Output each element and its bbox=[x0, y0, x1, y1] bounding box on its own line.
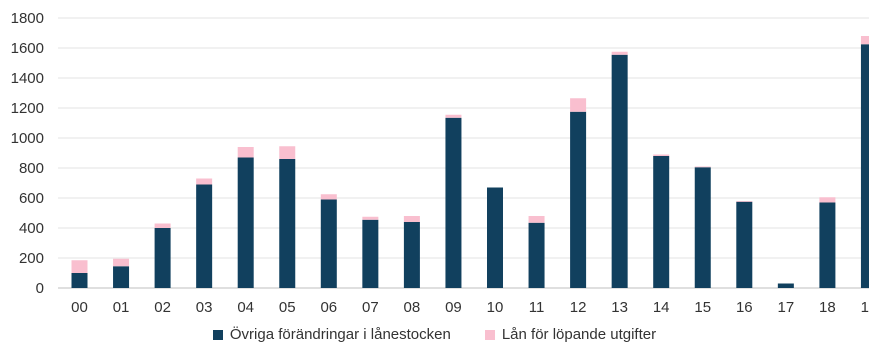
bar-segment-series-1-18 bbox=[819, 202, 836, 288]
y-tick-label: 1400 bbox=[11, 70, 44, 87]
bar-segment-series-2-12 bbox=[570, 98, 587, 112]
x-tick-label: 04 bbox=[237, 299, 254, 316]
x-tick-label: 05 bbox=[279, 299, 296, 316]
y-tick-label: 600 bbox=[19, 190, 44, 207]
bar-segment-series-2-03 bbox=[196, 178, 213, 185]
bar-segment-series-2-01 bbox=[113, 258, 130, 267]
bar-segment-series-1-17 bbox=[777, 283, 794, 288]
bar-segment-series-2-09 bbox=[445, 114, 462, 118]
legend-swatch-series-1 bbox=[212, 329, 223, 340]
bar-segment-series-1-09 bbox=[445, 117, 462, 288]
y-tick-label: 200 bbox=[19, 250, 44, 267]
bar-segment-series-2-11 bbox=[528, 216, 545, 223]
x-tick-label: 14 bbox=[653, 299, 670, 316]
bar-segment-series-2-18 bbox=[819, 197, 836, 203]
bars bbox=[71, 36, 869, 288]
y-axis: 0 200 400 600 800 1000 1200 1400 1600 1800 bbox=[11, 10, 44, 297]
y-tick-label: 1600 bbox=[11, 40, 44, 57]
bar-segment-series-1-13 bbox=[611, 54, 628, 288]
bar-segment-series-2-07 bbox=[362, 216, 379, 220]
bar-segment-series-1-15 bbox=[694, 167, 711, 288]
bar-segment-series-2-05 bbox=[279, 146, 296, 159]
y-tick-label: 1800 bbox=[11, 10, 44, 27]
y-tick-label: 0 bbox=[36, 280, 44, 297]
legend-swatch-series-2 bbox=[484, 329, 495, 340]
y-tick-label: 1000 bbox=[11, 130, 44, 147]
legend-label-series-1: Övriga förändringar i lånestocken bbox=[229, 326, 451, 343]
bar-segment-series-1-07 bbox=[362, 219, 379, 288]
bar-segment-series-2-06 bbox=[320, 194, 337, 200]
bar-segment-series-2-00 bbox=[71, 260, 88, 273]
legend-item-series-2: Lån för löpande utgifter bbox=[484, 326, 657, 343]
bar-segment-series-1-03 bbox=[196, 184, 213, 288]
x-tick-label: 11 bbox=[529, 299, 545, 316]
bar-segment-series-2-04 bbox=[237, 147, 254, 158]
x-tick-label: 10 bbox=[487, 299, 504, 316]
bar-segment-series-2-13 bbox=[611, 51, 628, 55]
x-tick-label: 17 bbox=[778, 299, 795, 316]
bar-segment-series-2-14 bbox=[653, 154, 670, 156]
bar-segment-series-1-11 bbox=[528, 222, 545, 288]
legend-item-series-1: Övriga förändringar i lånestocken bbox=[212, 326, 451, 343]
bar-segment-series-1-04 bbox=[237, 157, 254, 288]
bar-segment-series-1-16 bbox=[736, 201, 753, 288]
x-tick-label: 03 bbox=[196, 299, 213, 316]
x-tick-label: 09 bbox=[445, 299, 462, 316]
x-tick-label: 06 bbox=[320, 299, 337, 316]
legend-label-series-2: Lån för löpande utgifter bbox=[501, 326, 657, 343]
x-tick-label: 12 bbox=[570, 299, 587, 316]
y-tick-label: 400 bbox=[19, 220, 44, 237]
x-tick-label: 16 bbox=[736, 299, 753, 316]
x-axis: 00 01 02 03 04 05 06 07 08 09 10 11 12 13 14 15 16 17 18 19 bbox=[71, 299, 869, 316]
y-tick-label: 1200 bbox=[11, 100, 44, 117]
x-tick-label: 01 bbox=[113, 299, 130, 316]
x-tick-label: 19 bbox=[861, 299, 869, 316]
bar-segment-series-2-08 bbox=[403, 216, 420, 222]
x-tick-label: 08 bbox=[404, 299, 421, 316]
gridlines bbox=[58, 17, 869, 289]
bar-segment-series-1-19 bbox=[860, 44, 869, 288]
x-tick-label: 13 bbox=[611, 299, 628, 316]
bar-segment-series-1-08 bbox=[403, 222, 420, 288]
bar-segment-series-2-16 bbox=[736, 201, 753, 202]
bar-segment-series-1-14 bbox=[653, 156, 670, 288]
bar-segment-series-1-00 bbox=[71, 273, 88, 288]
x-tick-label: 15 bbox=[694, 299, 711, 316]
bar-segment-series-1-01 bbox=[113, 266, 130, 288]
bar-segment-series-1-10 bbox=[487, 187, 503, 288]
bar-segment-series-1-06 bbox=[320, 199, 337, 288]
legend: Övriga förändringar i lånestocken Lån fö… bbox=[0, 326, 869, 343]
x-tick-label: 00 bbox=[71, 299, 88, 316]
bar-segment-series-2-02 bbox=[154, 223, 171, 228]
bar-segment-series-1-02 bbox=[154, 228, 171, 288]
x-tick-label: 02 bbox=[154, 299, 171, 316]
x-tick-label: 18 bbox=[819, 299, 836, 316]
bar-segment-series-2-19 bbox=[860, 36, 869, 45]
bar-segment-series-1-05 bbox=[279, 159, 296, 288]
y-tick-label: 800 bbox=[19, 160, 44, 177]
bar-segment-series-1-12 bbox=[570, 111, 587, 288]
bar-segment-series-2-15 bbox=[694, 166, 711, 168]
x-tick-label: 07 bbox=[362, 299, 379, 316]
